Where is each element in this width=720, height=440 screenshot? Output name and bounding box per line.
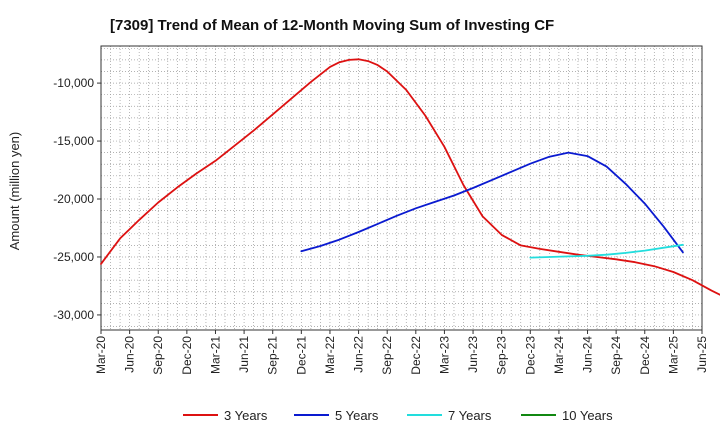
legend-label-5-years: 5 Years (335, 408, 379, 423)
x-tick-label: Mar-21 (208, 336, 222, 374)
x-tick-label: Dec-20 (180, 336, 194, 375)
x-tick-label: Dec-24 (638, 336, 652, 375)
plot-frame (100, 45, 703, 331)
x-tick-label: Jun-25 (695, 336, 709, 373)
legend-label-10-years: 10 Years (562, 408, 613, 423)
y-tick-label: -10,000 (53, 76, 94, 90)
x-tick-label: Sep-24 (609, 336, 623, 375)
x-tick-label: Dec-23 (523, 336, 537, 375)
x-tick-label: Dec-22 (409, 336, 423, 375)
x-tick-label: Jun-21 (237, 336, 251, 373)
y-axis-label: Amount (million yen) (7, 132, 22, 251)
x-tick-label: Jun-23 (466, 336, 480, 373)
x-tick-label: Jun-20 (123, 336, 137, 373)
y-tick-label: -15,000 (53, 134, 94, 148)
series-line-7-years (529, 243, 684, 259)
x-tick-label: Dec-21 (294, 336, 308, 375)
x-tick-label: Sep-21 (266, 336, 280, 375)
x-tick-label: Mar-20 (94, 336, 108, 374)
x-tick-label: Jun-22 (352, 336, 366, 373)
x-tick-label: Sep-22 (380, 336, 394, 375)
x-tick-label: Mar-24 (552, 336, 566, 374)
y-tick-label: -25,000 (53, 250, 94, 264)
x-tick-label: Sep-23 (495, 336, 509, 375)
x-ticks: Mar-20 Jun-20 Sep-20 Dec-20 Mar-21 Jun-21 Sep-… (94, 330, 709, 375)
series-line-3-years (100, 58, 720, 296)
x-tick-label: Mar-25 (666, 336, 680, 374)
x-tick-label: Mar-22 (323, 336, 337, 374)
series-group (100, 58, 720, 296)
legend: 3 Years 5 Years 7 Years 10 Years (183, 408, 613, 423)
x-tick-label: Jun-24 (581, 336, 595, 373)
grid (101, 46, 702, 330)
x-tick-label: Mar-23 (437, 336, 451, 374)
legend-label-7-years: 7 Years (448, 408, 492, 423)
x-tick-label: Sep-20 (151, 336, 165, 375)
chart-title: [7309] Trend of Mean of 12-Month Moving … (110, 17, 554, 34)
series-line-5-years (300, 151, 684, 254)
legend-label-3-years: 3 Years (224, 408, 268, 423)
y-tick-label: -20,000 (53, 192, 94, 206)
y-ticks: -10,000 -15,000 -20,000 -25,000 -30,000 (53, 76, 101, 322)
y-tick-label: -30,000 (53, 308, 94, 322)
